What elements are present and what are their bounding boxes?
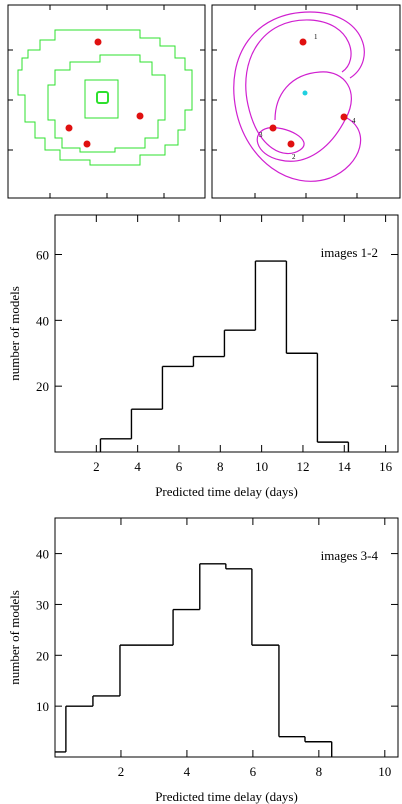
image-label: 1 [314,33,318,41]
histogram-steps [99,260,350,452]
contour [84,79,119,119]
annotation: images 1-2 [321,245,378,260]
x-axis-label: Predicted time delay (days) [155,484,298,499]
y-tick-label: 30 [36,597,49,612]
contour [47,54,166,153]
panel-ticks [212,5,400,198]
image-dot [269,124,277,132]
x-tick-label: 2 [93,459,100,474]
y-axis-label: number of models [7,590,22,685]
y-tick-label: 40 [36,547,49,562]
image-dot [299,38,307,46]
x-axis-label: Predicted time delay (days) [155,789,298,804]
mass-map-panel [7,4,206,199]
x-tick-label: 6 [250,764,257,779]
y-tick-label: 20 [36,648,49,663]
x-tick-label: 2 [118,764,125,779]
y-axis-label: number of models [7,286,22,381]
x-tick-label: 10 [255,459,268,474]
y-tick-label: 40 [36,313,49,328]
image-dot [340,113,348,121]
image-label: 4 [352,117,356,125]
panel-frame [7,4,206,199]
x-tick-label: 16 [379,459,393,474]
x-tick-label: 8 [217,459,224,474]
image-dot [83,140,91,148]
source-dot [302,90,308,96]
contour-core [96,91,109,104]
y-tick-label: 10 [36,699,49,714]
critical-curve [245,19,352,162]
x-tick-label: 4 [184,764,191,779]
x-tick-label: 4 [134,459,141,474]
x-tick-label: 10 [378,764,391,779]
caustic-curve [233,11,365,182]
x-tick-label: 12 [296,459,309,474]
panel-ticks [8,5,205,198]
image-dot [136,112,144,120]
plot-frame [54,214,399,453]
contour [17,29,193,166]
y-tick-label: 60 [36,248,49,263]
caustic-panel: 1 2 3 4 [211,4,401,199]
plot-frame [54,517,399,758]
image-dot [94,38,102,46]
image-label: 2 [292,153,296,161]
y-tick-label: 20 [36,379,49,394]
annotation: images 3-4 [321,548,379,563]
image-dot [287,140,295,148]
x-tick-label: 8 [316,764,323,779]
image-dot [65,124,73,132]
panel-frame [211,4,401,199]
image-label: 3 [259,131,263,139]
x-tick-label: 6 [176,459,183,474]
x-tick-label: 14 [338,459,352,474]
histogram-steps [55,563,333,757]
